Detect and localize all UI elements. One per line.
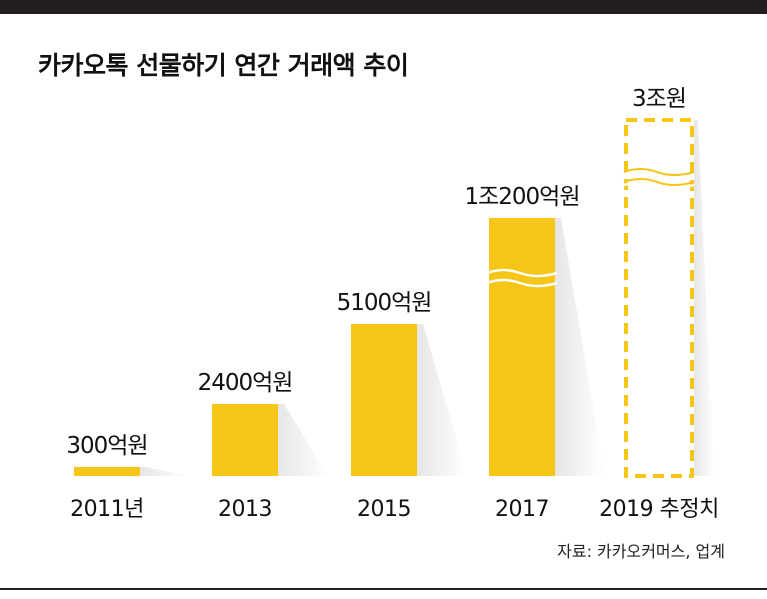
bar-shadow bbox=[694, 120, 714, 476]
bar bbox=[489, 218, 555, 476]
value-label: 2400억원 bbox=[198, 370, 293, 396]
bar bbox=[351, 324, 417, 476]
x-tick-label: 2015 bbox=[357, 497, 411, 522]
bar bbox=[212, 404, 278, 476]
top-rule bbox=[0, 0, 767, 14]
x-tick-label: 2011년 bbox=[70, 497, 144, 522]
x-tick-label: 2019 추정치 bbox=[599, 497, 719, 522]
chart-title: 카카오톡 선물하기 연간 거래액 추이 bbox=[38, 51, 409, 80]
value-label: 300억원 bbox=[66, 433, 147, 459]
axis-break-line bbox=[486, 278, 558, 288]
axis-break-line bbox=[486, 268, 558, 278]
bar bbox=[74, 467, 140, 476]
axis-break-line bbox=[623, 170, 695, 180]
bar-shadow bbox=[417, 324, 467, 476]
axis-break-line bbox=[623, 178, 695, 186]
axis-break-line bbox=[623, 168, 695, 176]
bar-shadow bbox=[278, 404, 328, 476]
value-label: 3조원 bbox=[632, 86, 686, 112]
value-label: 1조200억원 bbox=[464, 184, 579, 210]
value-label: 5100억원 bbox=[337, 290, 432, 316]
x-tick-label: 2013 bbox=[218, 497, 272, 522]
estimate-bar-outline bbox=[624, 118, 694, 478]
bottom-rule bbox=[0, 588, 767, 590]
axis-break-line bbox=[623, 180, 695, 190]
bar-shadow bbox=[140, 467, 190, 476]
bar-shadow bbox=[555, 218, 605, 476]
x-tick-label: 2017 bbox=[495, 497, 549, 522]
source-note: 자료: 카카오커머스, 업계 bbox=[557, 542, 725, 561]
